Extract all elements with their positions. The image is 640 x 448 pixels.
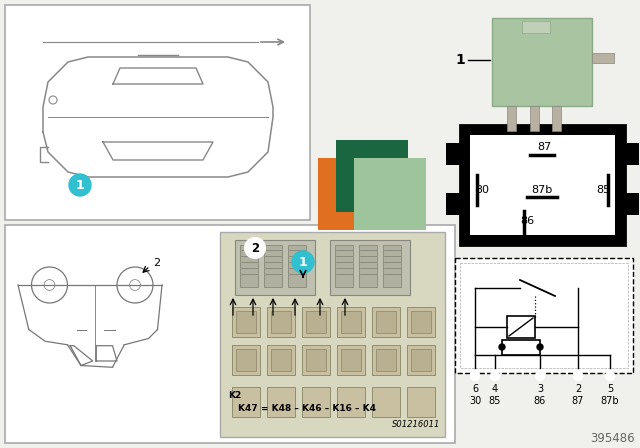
Bar bbox=[507, 106, 516, 131]
Bar bbox=[372, 345, 400, 375]
Bar bbox=[411, 311, 431, 333]
Bar bbox=[271, 349, 291, 371]
Bar bbox=[302, 345, 330, 375]
Bar bbox=[502, 340, 540, 355]
Bar bbox=[318, 158, 390, 230]
Bar bbox=[267, 387, 295, 417]
Bar bbox=[337, 307, 365, 337]
Text: 30: 30 bbox=[469, 396, 481, 406]
Bar bbox=[337, 387, 365, 417]
Bar bbox=[623, 193, 639, 215]
Bar bbox=[359, 245, 377, 287]
Bar bbox=[5, 225, 455, 443]
Circle shape bbox=[536, 371, 545, 380]
Circle shape bbox=[245, 238, 265, 258]
Bar bbox=[240, 245, 258, 287]
Bar bbox=[267, 307, 295, 337]
Bar bbox=[306, 349, 326, 371]
Bar bbox=[446, 143, 462, 165]
Bar bbox=[446, 193, 462, 215]
Circle shape bbox=[148, 254, 166, 272]
Bar bbox=[232, 307, 260, 337]
Text: 86: 86 bbox=[520, 216, 534, 226]
Bar bbox=[236, 349, 256, 371]
Bar bbox=[271, 311, 291, 333]
Bar bbox=[407, 307, 435, 337]
Text: 86: 86 bbox=[534, 396, 546, 406]
Text: 87b: 87b bbox=[601, 396, 620, 406]
Bar bbox=[220, 232, 445, 437]
Bar bbox=[407, 387, 435, 417]
Bar bbox=[341, 311, 361, 333]
Bar bbox=[232, 387, 260, 417]
Bar bbox=[372, 307, 400, 337]
Bar bbox=[330, 240, 410, 295]
Bar bbox=[372, 387, 400, 417]
Circle shape bbox=[292, 251, 314, 273]
Bar bbox=[407, 345, 435, 375]
Bar bbox=[530, 106, 539, 131]
Bar bbox=[552, 106, 561, 131]
Circle shape bbox=[605, 371, 614, 380]
Text: K2: K2 bbox=[228, 391, 241, 400]
Text: 2: 2 bbox=[251, 241, 259, 254]
Bar bbox=[507, 316, 535, 338]
Text: 85: 85 bbox=[596, 185, 610, 195]
Text: 4: 4 bbox=[492, 384, 498, 394]
Bar bbox=[288, 245, 306, 287]
Bar bbox=[302, 307, 330, 337]
Circle shape bbox=[499, 344, 505, 350]
Bar bbox=[354, 158, 426, 230]
Bar bbox=[411, 349, 431, 371]
Bar bbox=[336, 140, 408, 212]
Text: 2: 2 bbox=[575, 384, 581, 394]
Bar bbox=[5, 5, 310, 220]
Text: 30: 30 bbox=[475, 185, 489, 195]
Text: 85: 85 bbox=[489, 396, 501, 406]
Text: 87: 87 bbox=[537, 142, 551, 152]
Bar bbox=[302, 387, 330, 417]
Text: 3: 3 bbox=[537, 384, 543, 394]
Bar bbox=[522, 21, 550, 33]
Text: 2: 2 bbox=[154, 258, 161, 268]
Bar bbox=[341, 349, 361, 371]
Circle shape bbox=[537, 344, 543, 350]
Bar bbox=[235, 240, 315, 295]
Text: 1: 1 bbox=[455, 53, 465, 67]
Bar bbox=[383, 245, 401, 287]
Bar bbox=[306, 311, 326, 333]
Text: 395486: 395486 bbox=[590, 432, 635, 445]
Circle shape bbox=[490, 371, 499, 380]
Text: 6: 6 bbox=[472, 384, 478, 394]
Bar bbox=[232, 345, 260, 375]
Text: 1: 1 bbox=[299, 255, 307, 268]
Text: S01216011: S01216011 bbox=[392, 420, 440, 429]
Bar bbox=[267, 345, 295, 375]
Text: 87: 87 bbox=[572, 396, 584, 406]
Text: 5: 5 bbox=[607, 384, 613, 394]
Circle shape bbox=[573, 371, 582, 380]
Circle shape bbox=[470, 371, 479, 380]
Circle shape bbox=[69, 174, 91, 196]
Bar bbox=[337, 345, 365, 375]
Bar bbox=[623, 143, 639, 165]
Bar bbox=[592, 53, 614, 63]
Text: 1: 1 bbox=[76, 178, 84, 191]
Bar bbox=[460, 125, 625, 245]
Text: K47 = K48 – K46 – K16 – K4: K47 = K48 – K46 – K16 – K4 bbox=[238, 404, 376, 413]
Bar bbox=[460, 263, 628, 368]
Bar bbox=[236, 311, 256, 333]
Bar bbox=[470, 135, 615, 235]
Bar bbox=[376, 311, 396, 333]
Bar bbox=[335, 245, 353, 287]
Bar bbox=[455, 258, 633, 373]
Bar bbox=[376, 349, 396, 371]
Bar bbox=[492, 18, 592, 106]
Bar bbox=[264, 245, 282, 287]
Text: 87b: 87b bbox=[531, 185, 552, 195]
